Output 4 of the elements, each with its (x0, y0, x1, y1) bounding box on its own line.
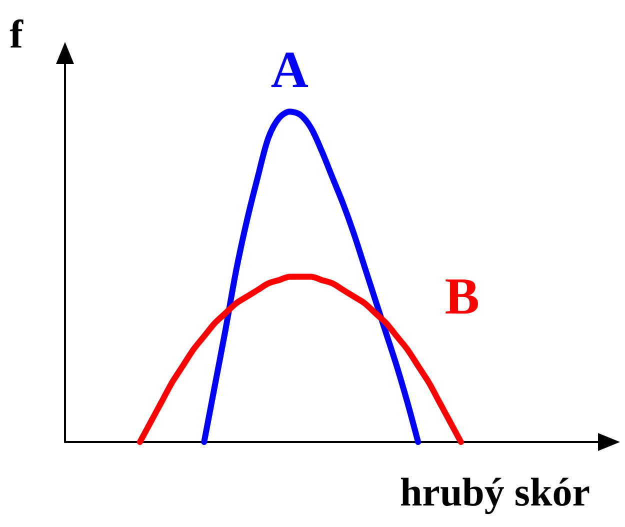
series-label: A (270, 42, 309, 100)
series-label: B (444, 268, 480, 326)
x-axis-title: hrubý skór (400, 470, 590, 514)
y-axis-title: f (10, 12, 24, 56)
